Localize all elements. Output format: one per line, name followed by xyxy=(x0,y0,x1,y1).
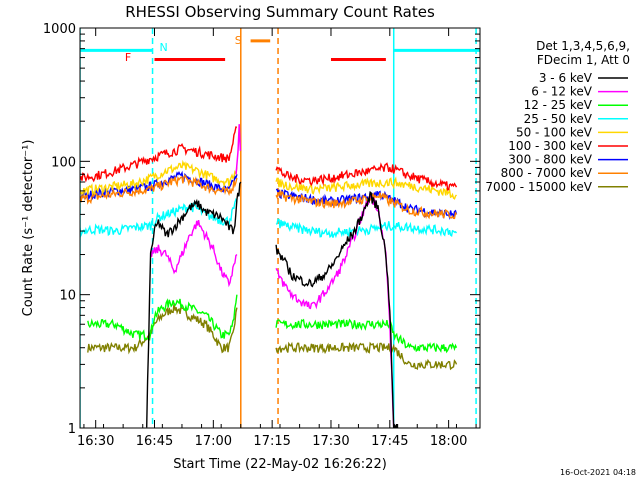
x-tick-label-0: 16:30 xyxy=(77,434,114,449)
legend-label-1: 6 - 12 keV xyxy=(531,85,593,99)
series-line-pre-2 xyxy=(87,294,238,341)
y-tick-label-3: 1000 xyxy=(43,22,76,37)
series-line-post-8 xyxy=(275,341,458,371)
series-line-pre-8 xyxy=(87,303,238,355)
x-tick-label-4: 17:30 xyxy=(312,434,349,449)
annotation-s: S xyxy=(235,34,242,47)
series-line-post-2 xyxy=(275,318,458,354)
chart-title: RHESSI Observing Summary Count Rates xyxy=(125,3,435,21)
legend-label-4: 50 - 100 keV xyxy=(516,125,593,139)
series-line-post-3 xyxy=(275,218,458,239)
x-axis-label: Start Time (22-May-02 16:26:22) xyxy=(173,457,387,472)
legend-label-7: 800 - 7000 keV xyxy=(501,166,593,180)
x-tick-label-2: 17:00 xyxy=(195,434,232,449)
x-tick-label-6: 18:00 xyxy=(430,434,467,449)
x-axis: 16:30 16:45 17:00 17:15 17:30 17:45 18:00 xyxy=(77,28,477,449)
y-tick-label-0: 1 xyxy=(68,422,76,437)
series-line-pre-5 xyxy=(80,126,238,183)
y-axis: 1 10 100 1000 xyxy=(43,22,480,437)
annotation-f: F xyxy=(125,51,131,64)
series-line-post-1 xyxy=(275,191,395,428)
x-tick-label-3: 17:15 xyxy=(253,434,290,449)
x-tick-label-5: 17:45 xyxy=(371,434,408,449)
y-tick-label-1: 10 xyxy=(59,289,76,304)
annotation-n: N xyxy=(160,41,168,54)
series-line-pre-4 xyxy=(80,159,238,196)
y-tick-label-2: 100 xyxy=(51,155,76,170)
series-line-pre-0 xyxy=(146,181,242,428)
legend-header-line-1: Det 1,3,4,5,6,9, xyxy=(536,39,630,53)
series-line-pre-3 xyxy=(80,197,238,238)
series-line-post-5 xyxy=(275,162,458,191)
series-line-post-4 xyxy=(275,176,458,200)
legend-label-6: 300 - 800 keV xyxy=(508,153,592,167)
legend-label-2: 12 - 25 keV xyxy=(524,98,593,112)
legend-header-line-2: FDecim 1, Att 0 xyxy=(537,53,630,67)
annotations: N F S xyxy=(125,34,242,64)
x-tick-label-1: 16:45 xyxy=(136,434,173,449)
legend-label-8: 7000 - 15000 keV xyxy=(485,180,592,194)
series-layer xyxy=(80,124,458,428)
flare-bars xyxy=(80,39,480,62)
legend-label-0: 3 - 6 keV xyxy=(539,71,593,85)
footer-stamp: 16-Oct-2021 04:18 xyxy=(560,468,636,477)
series-line-post-7 xyxy=(275,188,458,220)
series-line-post-0 xyxy=(275,191,399,428)
y-axis-label: Count Rate (s⁻¹ detector⁻¹) xyxy=(21,140,36,317)
legend-label-3: 25 - 50 keV xyxy=(524,112,593,126)
legend: Det 1,3,4,5,6,9, FDecim 1, Att 0 3 - 6 k… xyxy=(485,39,630,194)
legend-label-5: 100 - 300 keV xyxy=(508,139,592,153)
vertical-markers xyxy=(80,28,477,428)
series-line-pre-7 xyxy=(80,173,238,205)
series-line-pre-1 xyxy=(149,219,238,288)
spike-line xyxy=(235,124,242,175)
